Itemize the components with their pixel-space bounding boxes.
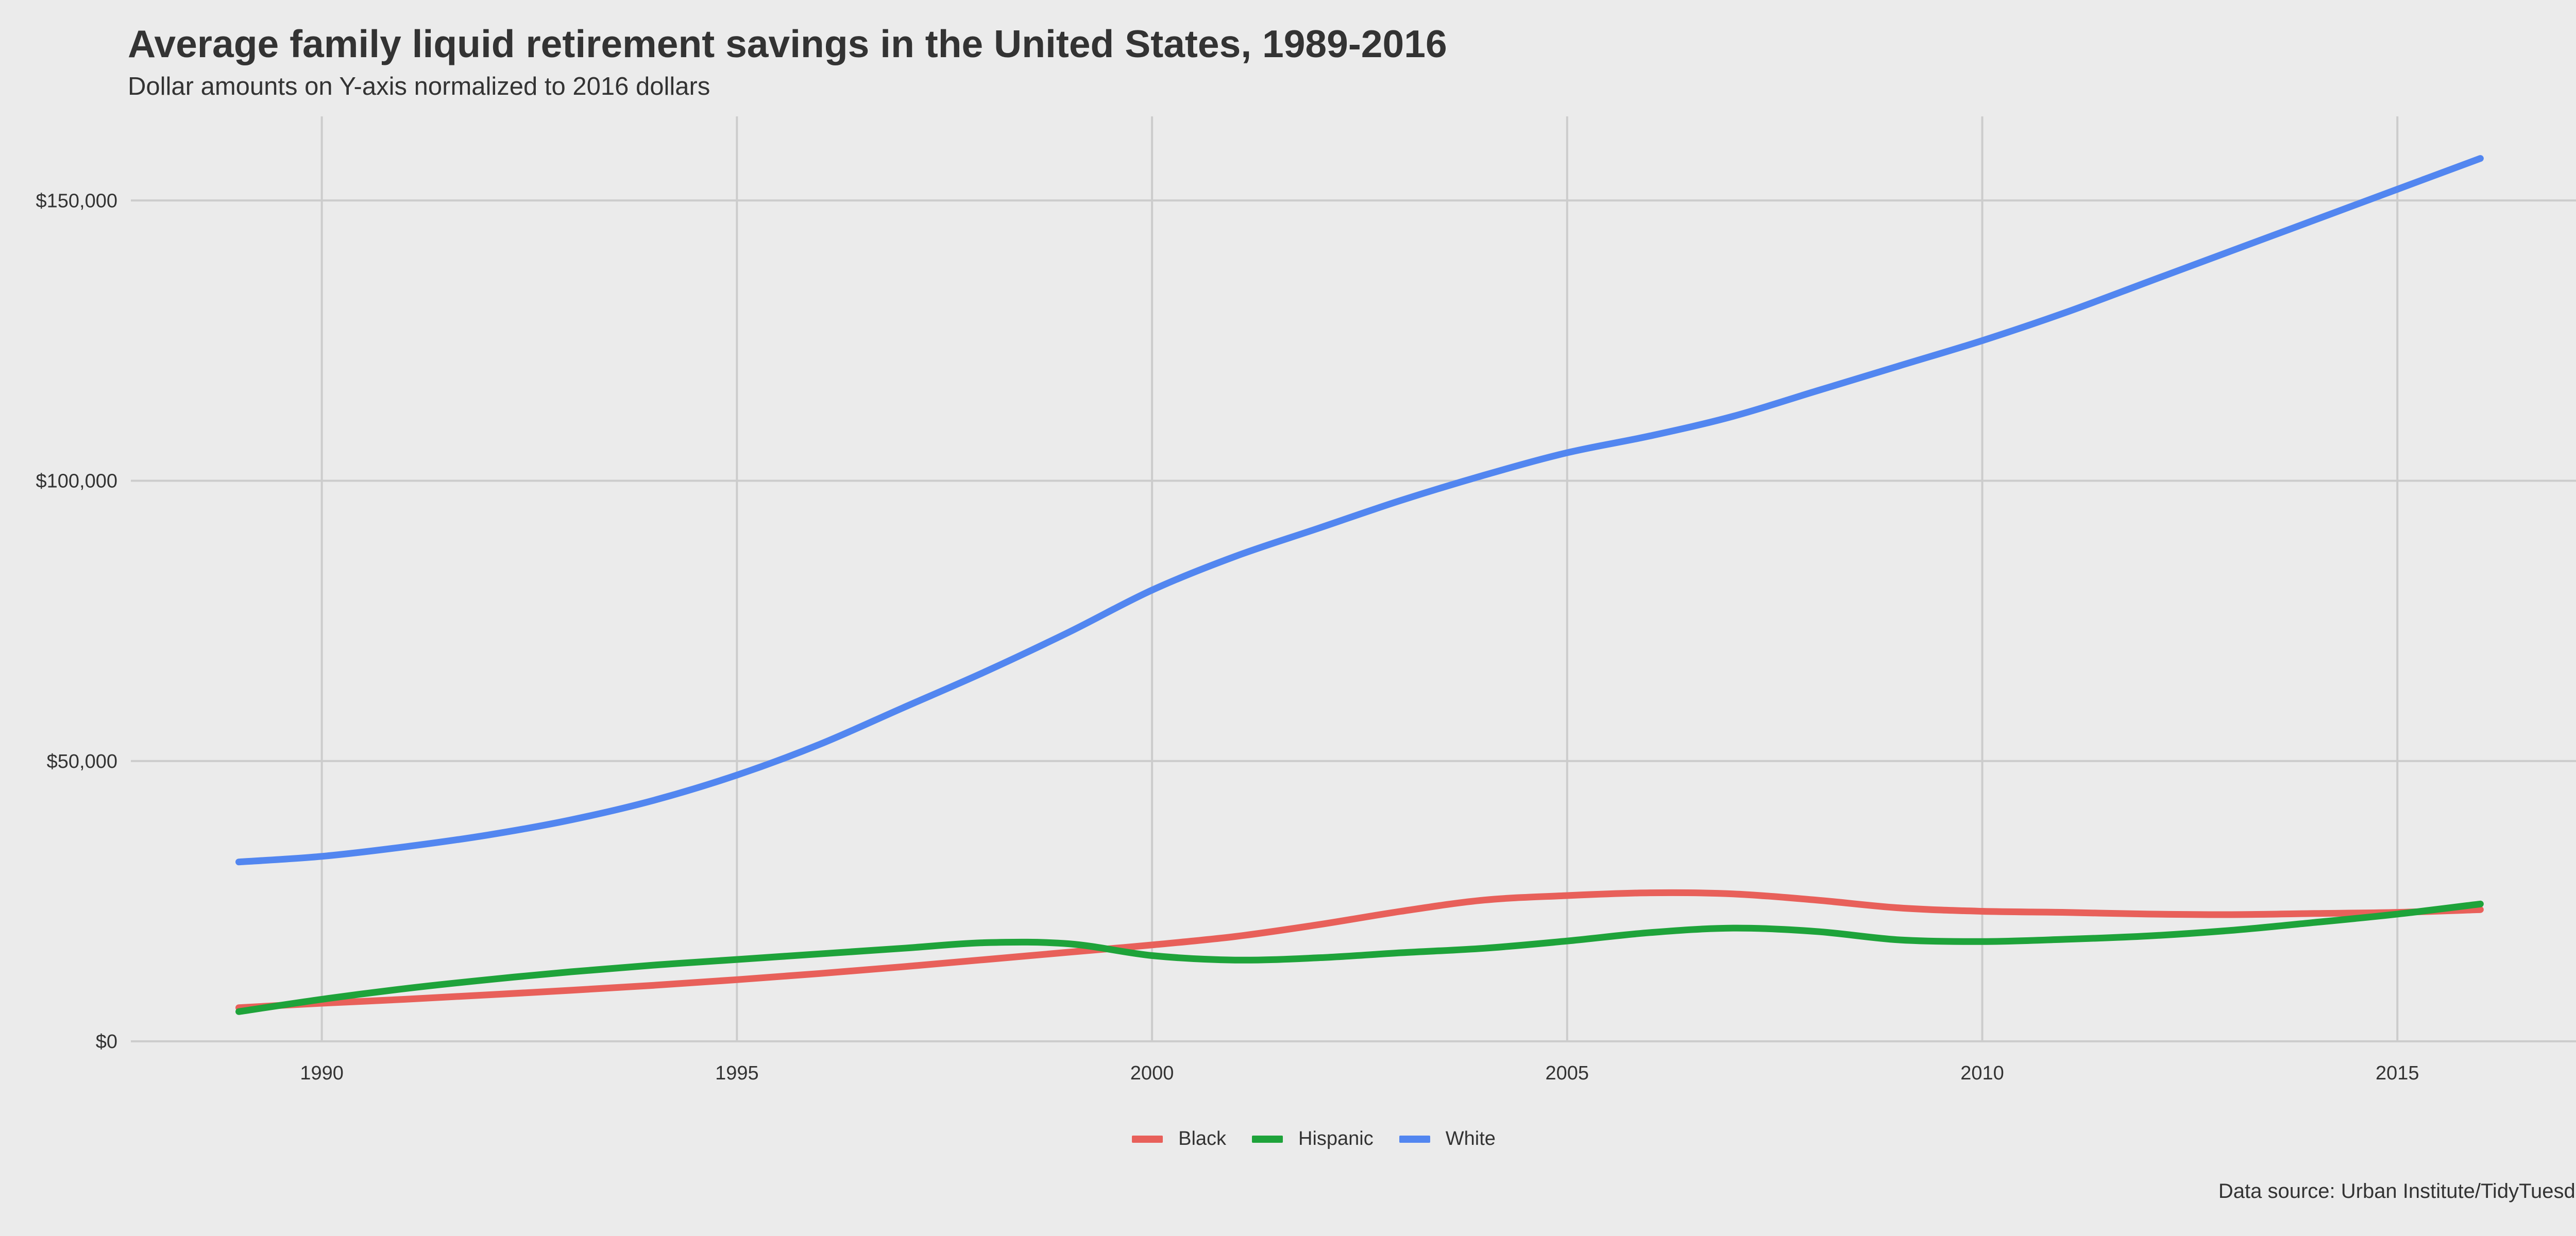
legend-key-white xyxy=(1399,1135,1430,1143)
x-tick-label: 2000 xyxy=(1130,1062,1174,1084)
y-tick-label: $50,000 xyxy=(47,751,117,772)
legend-item-hispanic: Hispanic xyxy=(1252,1128,1374,1150)
y-tick-label: $150,000 xyxy=(36,190,118,212)
legend-item-black: Black xyxy=(1132,1128,1226,1150)
series-line-hispanic xyxy=(235,900,2484,1015)
y-tick-label: $0 xyxy=(96,1031,117,1053)
series-line-black xyxy=(235,889,2484,1011)
legend-label-black: Black xyxy=(1178,1128,1227,1149)
data-source-caption: Data source: Urban Institute/TidyTuesday xyxy=(2218,1180,2576,1203)
legend-label-hispanic: Hispanic xyxy=(1298,1128,1374,1149)
x-tick-label: 2005 xyxy=(1546,1062,1589,1084)
series-lines xyxy=(235,155,2484,1015)
legend-label-white: White xyxy=(1445,1128,1496,1149)
x-tick-label: 2010 xyxy=(1960,1062,2004,1084)
grid-lines xyxy=(131,116,2576,1042)
y-tick-label: $100,000 xyxy=(36,471,118,492)
x-tick-label: 1995 xyxy=(715,1062,759,1084)
legend-key-hispanic xyxy=(1252,1135,1283,1143)
chart-subtitle: Dollar amounts on Y-axis normalized to 2… xyxy=(128,73,710,100)
chart-title: Average family liquid retirement savings… xyxy=(128,22,1447,65)
series-line-white xyxy=(235,155,2484,866)
x-tick-label: 2015 xyxy=(2376,1062,2419,1084)
x-tick-label: 1990 xyxy=(300,1062,344,1084)
x-axis: 1990 1995 2000 2005 2010 2015 xyxy=(300,1062,2419,1084)
legend-key-black xyxy=(1132,1135,1163,1143)
legend-item-white: White xyxy=(1399,1128,1496,1150)
y-axis: $0 $50,000 $100,000 $150,000 xyxy=(36,190,118,1053)
chart-legend: Black Hispanic White xyxy=(0,1128,2576,1150)
